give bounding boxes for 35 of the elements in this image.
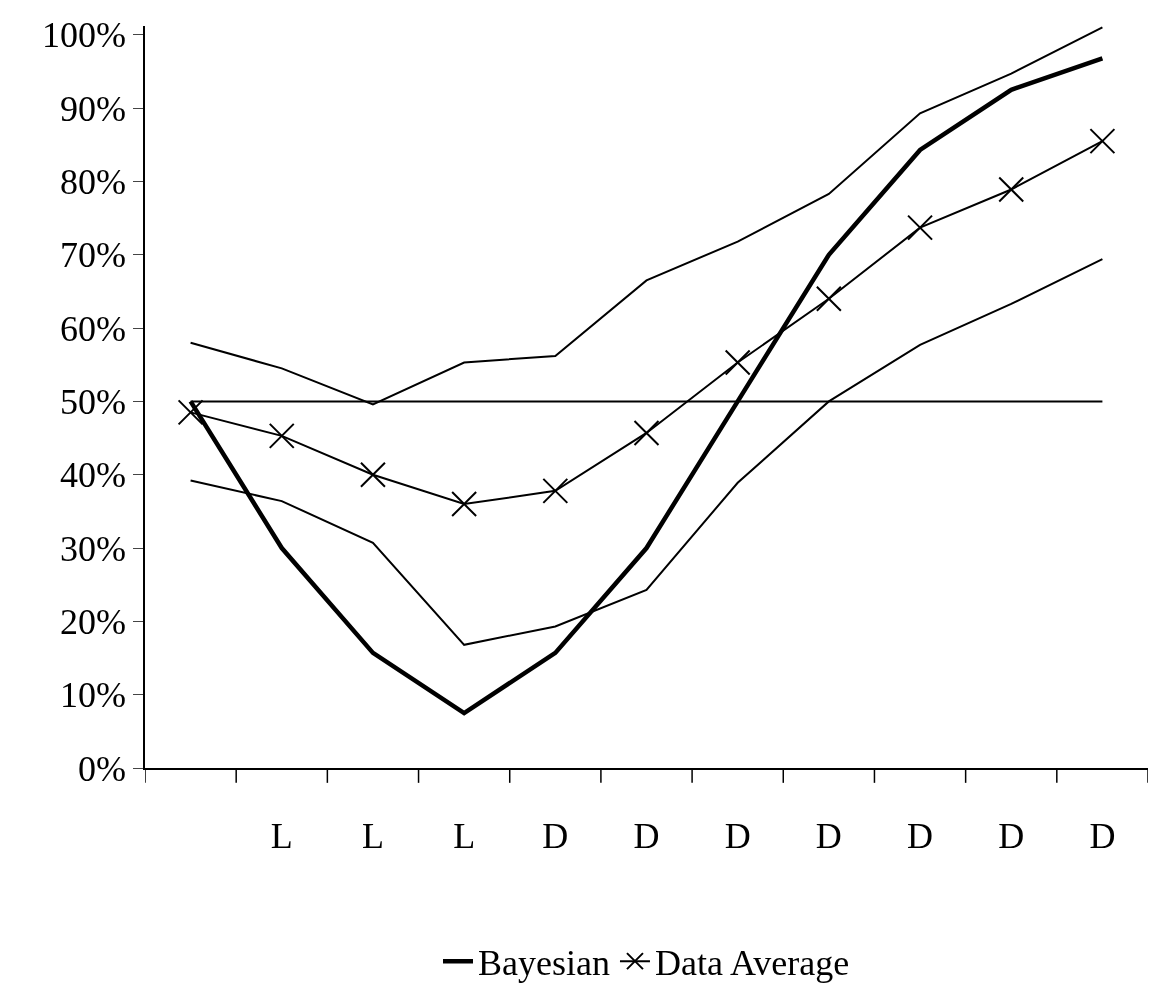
x-tick-label: L — [361, 815, 384, 856]
x-tick-label: D — [1089, 815, 1116, 856]
y-tick-label: 90% — [60, 88, 127, 129]
point — [724, 349, 751, 376]
y-tick-label: 30% — [60, 528, 127, 569]
y-tick-label: 40% — [60, 455, 127, 496]
x-tick-label: L — [270, 815, 293, 856]
y-tick-label: 70% — [60, 235, 127, 276]
point — [177, 399, 204, 426]
legend-label: Data Average — [654, 943, 850, 984]
line-series — [189, 26, 1104, 406]
point — [359, 461, 386, 488]
point — [268, 422, 295, 449]
point — [451, 491, 478, 518]
point — [815, 285, 842, 312]
point — [633, 419, 660, 446]
y-tick-label: 100% — [42, 15, 127, 56]
point — [998, 176, 1025, 203]
x-tick-label: D — [633, 815, 660, 856]
point — [542, 477, 569, 504]
y-tick-label: 0% — [78, 748, 127, 789]
legend-label: Bayesian — [478, 943, 610, 984]
x-tick-label: L — [453, 815, 476, 856]
y-tick-label: 10% — [60, 675, 127, 716]
y-tick-label: 80% — [60, 162, 127, 203]
y-tick-label: 60% — [60, 308, 127, 349]
x-tick-label: D — [815, 815, 842, 856]
y-tick-label: 50% — [60, 382, 127, 422]
x-tick-label: D — [998, 815, 1025, 856]
x-tick-label: D — [907, 815, 934, 856]
y-tick-label: 20% — [60, 601, 127, 642]
point — [907, 214, 934, 241]
x-tick-label: D — [724, 815, 751, 856]
point — [1089, 128, 1116, 155]
x-tick-label: D — [542, 815, 569, 856]
